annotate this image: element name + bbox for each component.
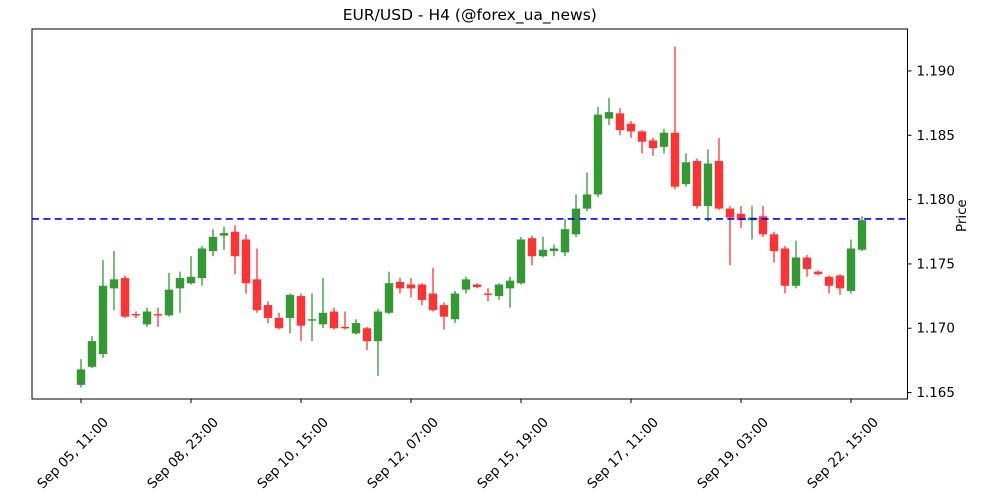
y-tick-label: 1.165 xyxy=(917,386,955,401)
candle-down xyxy=(263,305,273,318)
candle-down xyxy=(252,279,262,311)
x-tick-label: Sep 19, 03:00 xyxy=(695,415,772,492)
candle-up xyxy=(450,293,460,320)
candles-layer xyxy=(76,46,867,388)
chart-title: EUR/USD - H4 (@forex_ua_news) xyxy=(343,6,597,25)
candle-up xyxy=(318,312,328,325)
y-axis-label: Price xyxy=(955,199,970,232)
candle-down xyxy=(274,317,284,329)
candle-up xyxy=(604,112,614,119)
candle-up xyxy=(175,278,185,289)
candle-down xyxy=(120,278,130,317)
candle-down xyxy=(153,314,163,316)
candle-down xyxy=(428,293,438,311)
axes-layer: 1.165 1.170 1.175 1.180 1.185 1.190 Sep 05, 11… xyxy=(31,28,955,492)
candle-up xyxy=(582,194,592,209)
y-tick-label: 1.170 xyxy=(917,322,955,337)
candle-up xyxy=(659,132,669,147)
x-tick-label: Sep 15, 19:00 xyxy=(475,415,552,492)
candle-down xyxy=(670,132,680,187)
y-tick-label: 1.185 xyxy=(917,129,955,144)
candle-down xyxy=(615,113,625,131)
candle-up xyxy=(560,229,570,253)
candle-down xyxy=(692,160,702,207)
candle-down xyxy=(483,293,493,295)
candle-up xyxy=(857,220,867,250)
candle-up xyxy=(461,279,471,290)
candle-down xyxy=(725,208,735,218)
candle-up xyxy=(208,236,218,252)
candle-down xyxy=(780,248,790,286)
x-tick-label: Sep 12, 07:00 xyxy=(365,415,442,492)
candle-up xyxy=(285,294,295,318)
candle-up xyxy=(373,311,383,342)
candle-up xyxy=(681,162,691,185)
candle-up xyxy=(516,239,526,284)
candle-down xyxy=(527,238,537,257)
candle-up xyxy=(76,369,86,385)
candle-down xyxy=(648,140,658,149)
x-tick-label: Sep 10, 15:00 xyxy=(255,415,332,492)
candle-down xyxy=(230,231,240,257)
candle-up xyxy=(384,283,394,313)
candle-up xyxy=(219,233,229,236)
candle-down xyxy=(472,284,482,288)
candle-down xyxy=(626,123,636,132)
candle-up xyxy=(109,279,119,289)
candle-up xyxy=(164,289,174,316)
candle-down xyxy=(714,160,724,209)
candle-down xyxy=(131,314,141,316)
candle-up xyxy=(186,276,196,284)
candle-down xyxy=(758,216,768,235)
candle-down xyxy=(329,311,339,329)
candle-down xyxy=(769,234,779,252)
candle-up xyxy=(571,208,581,235)
candle-up xyxy=(505,280,515,289)
candle-down xyxy=(340,326,350,329)
candle-up xyxy=(98,285,108,354)
candle-up xyxy=(538,249,548,257)
y-tick-label: 1.175 xyxy=(917,257,955,272)
x-tick-label: Sep 22, 15:00 xyxy=(805,415,882,492)
candle-down xyxy=(241,239,251,284)
candle-down xyxy=(637,131,647,142)
candle-down xyxy=(813,271,823,275)
x-tick-label: Sep 17, 11:00 xyxy=(585,415,662,492)
y-tick-label: 1.190 xyxy=(917,64,955,79)
candle-up xyxy=(351,323,361,334)
candle-down xyxy=(439,305,449,317)
candle-up xyxy=(846,248,856,291)
candle-down xyxy=(417,284,427,300)
candle-down xyxy=(362,328,372,342)
candle-down xyxy=(395,281,405,289)
candle-up xyxy=(87,341,97,367)
plot-border xyxy=(31,28,908,400)
candle-up xyxy=(307,319,317,321)
x-tick-label: Sep 05, 11:00 xyxy=(35,415,112,492)
candle-up xyxy=(494,284,504,297)
candle-up xyxy=(549,248,559,252)
candle-down xyxy=(802,257,812,270)
candle-down xyxy=(736,213,746,221)
candle-down xyxy=(296,296,306,326)
y-tick-label: 1.180 xyxy=(917,193,955,208)
candle-down xyxy=(824,276,834,286)
candle-up xyxy=(142,311,152,325)
candle-up xyxy=(791,257,801,286)
candle-up xyxy=(703,163,713,207)
candle-down xyxy=(406,284,416,289)
x-tick-label: Sep 08, 23:00 xyxy=(145,415,222,492)
candle-up xyxy=(197,248,207,279)
candle-down xyxy=(835,275,845,289)
candle-up xyxy=(593,114,603,195)
